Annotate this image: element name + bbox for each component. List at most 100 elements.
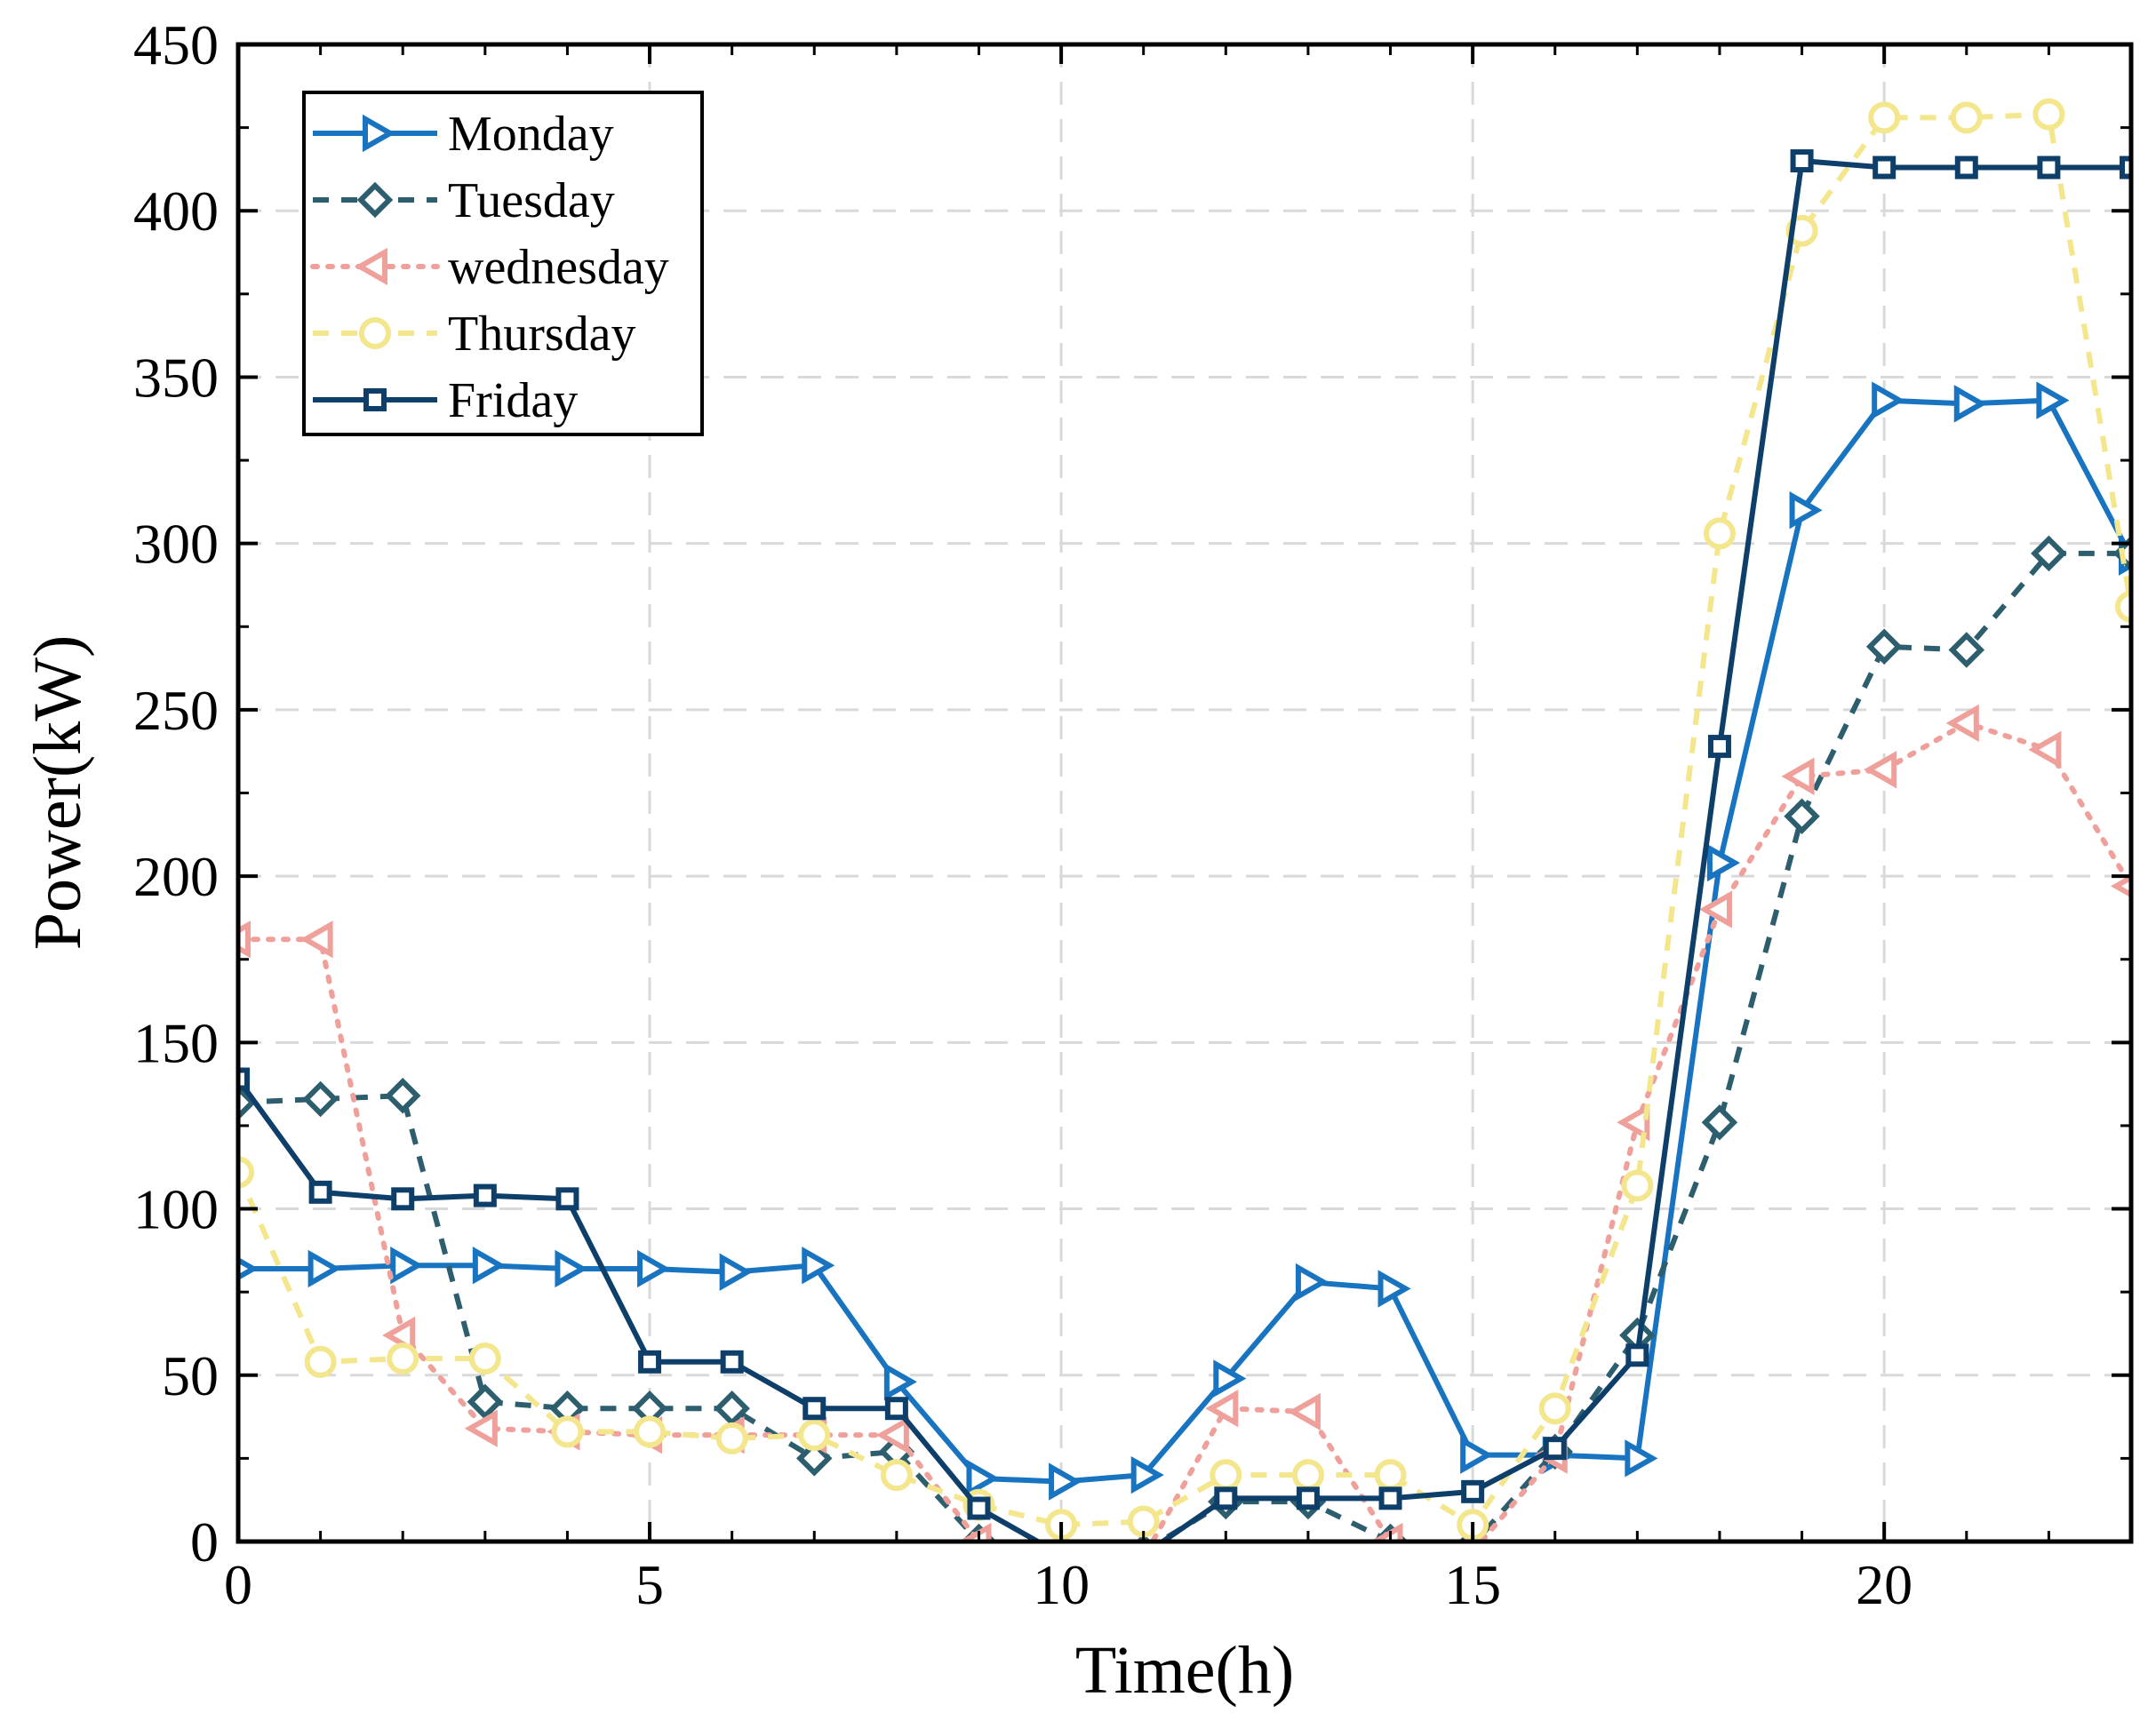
y-tick-label: 350: [133, 346, 219, 409]
data-point-tuesday: [1865, 628, 1903, 665]
data-point-monday: [2036, 381, 2070, 419]
y-tick-label: 450: [133, 13, 219, 76]
data-point-thursday: [387, 1343, 419, 1375]
series-line-monday: [238, 397, 2131, 1485]
data-point-monday: [1625, 1439, 1658, 1478]
data-point-monday: [1377, 1270, 1411, 1308]
legend-marker-thursday: [359, 317, 391, 349]
data-point-monday: [1706, 843, 1741, 882]
legend-marker-tuesday: [356, 181, 394, 219]
data-point-monday: [1872, 381, 1905, 419]
legend: Monday Tuesday wednesday Thursday Friday: [302, 91, 704, 436]
y-tick-label: 400: [133, 179, 219, 243]
data-point-tuesday: [1784, 798, 1820, 834]
data-point-thursday: [798, 1419, 831, 1452]
data-point-monday: [1460, 1436, 1494, 1474]
data-point-wednesday: [1369, 1522, 1403, 1542]
data-point-thursday: [880, 1459, 913, 1492]
legend-item-friday: Friday: [313, 373, 578, 428]
data-point-monday: [1295, 1263, 1329, 1302]
data-point-friday: [473, 1183, 497, 1207]
data-point-wednesday: [1698, 890, 1732, 928]
y-axis-title: Power(kW): [20, 635, 95, 951]
data-point-monday: [719, 1253, 753, 1291]
series-line-thursday: [238, 111, 2131, 1528]
y-tick-label: 300: [133, 513, 219, 576]
y-tick-label: 0: [190, 1510, 219, 1574]
legend-label-tuesday: Tuesday: [448, 173, 615, 228]
data-point-wednesday: [2028, 730, 2062, 769]
data-point-tuesday: [1701, 1104, 1738, 1141]
data-point-friday: [2120, 155, 2131, 179]
data-point-thursday: [551, 1415, 584, 1448]
y-tick-label: 150: [133, 1011, 219, 1074]
data-point-wednesday: [238, 920, 251, 959]
data-point-tuesday: [384, 1078, 421, 1114]
data-point-thursday: [634, 1415, 667, 1448]
data-point-monday: [1789, 491, 1823, 530]
data-point-monday: [637, 1249, 671, 1288]
data-point-thursday: [1950, 101, 1983, 134]
x-tick-label: 20: [1856, 1553, 1912, 1616]
data-point-wednesday: [1617, 1104, 1650, 1142]
data-point-thursday: [1621, 1169, 1654, 1202]
data-point-thursday: [1374, 1459, 1407, 1492]
legend-item-thursday: Thursday: [313, 307, 636, 362]
legend-label-friday: Friday: [448, 373, 578, 428]
data-point-monday: [1953, 385, 1987, 423]
legend-item-monday: Monday: [313, 107, 614, 162]
data-point-wednesday: [875, 1416, 909, 1454]
y-tick-label: 250: [133, 679, 219, 742]
data-point-monday: [238, 1256, 260, 1281]
y-tick-label: 50: [162, 1344, 219, 1407]
data-point-tuesday: [302, 1080, 339, 1118]
data-point-monday: [390, 1247, 424, 1285]
legend-marker-wednesday: [354, 247, 387, 286]
data-point-thursday: [238, 1156, 254, 1189]
data-point-monday: [472, 1247, 506, 1285]
data-point-thursday: [1703, 517, 1736, 550]
data-point-friday: [1214, 1486, 1238, 1510]
y-tick-label: 200: [133, 845, 219, 908]
x-tick-label: 0: [224, 1553, 252, 1616]
data-point-thursday: [304, 1345, 337, 1378]
data-point-wednesday: [1864, 751, 1897, 789]
x-axis-title: Time(h): [1075, 1633, 1294, 1708]
data-point-thursday: [1291, 1459, 1324, 1492]
data-point-friday: [1790, 149, 1814, 173]
data-point-monday: [802, 1247, 835, 1285]
data-point-thursday: [1868, 101, 1901, 134]
data-point-thursday: [468, 1343, 501, 1375]
data-point-friday: [1543, 1437, 1567, 1461]
data-point-tuesday: [796, 1440, 833, 1477]
series-line-friday: [238, 158, 2131, 1542]
legend-item-wednesday: wednesday: [310, 240, 669, 295]
data-point-thursday: [2115, 590, 2131, 623]
data-point-wednesday: [1945, 704, 1979, 743]
data-point-tuesday: [1948, 632, 1985, 668]
data-point-tuesday: [467, 1383, 504, 1420]
data-point-friday: [967, 1496, 991, 1520]
series-group: [238, 98, 2131, 1542]
data-point-wednesday: [1205, 1390, 1239, 1428]
legend-item-tuesday: Tuesday: [313, 173, 615, 228]
data-point-wednesday: [299, 920, 333, 959]
legend-label-wednesday: wednesday: [448, 240, 669, 295]
data-point-friday: [803, 1397, 826, 1421]
data-point-wednesday: [2110, 874, 2131, 898]
data-point-wednesday: [1287, 1392, 1321, 1431]
data-point-monday: [1049, 1462, 1082, 1501]
data-point-friday: [638, 1350, 662, 1374]
data-point-wednesday: [464, 1409, 498, 1447]
data-point-friday: [1461, 1479, 1485, 1503]
data-point-friday: [308, 1180, 332, 1204]
data-point-monday: [1130, 1455, 1164, 1494]
data-point-wednesday: [1781, 757, 1815, 795]
data-point-monday: [883, 1363, 917, 1401]
legend-marker-monday: [363, 114, 396, 153]
data-point-friday: [1873, 155, 1896, 179]
data-point-monday: [1213, 1359, 1247, 1398]
